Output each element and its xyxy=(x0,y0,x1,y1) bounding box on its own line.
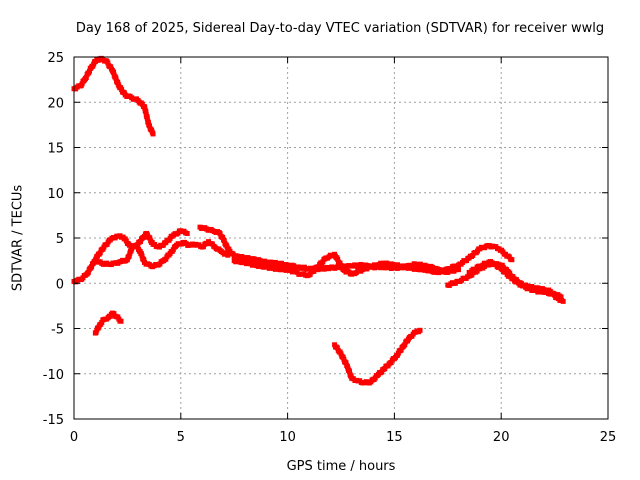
series-track-c xyxy=(71,228,190,285)
y-tick-label: 15 xyxy=(47,142,64,157)
x-tick-label: 10 xyxy=(279,430,296,445)
y-axis-title: SDTVAR / TECUs xyxy=(11,185,26,292)
data-point xyxy=(146,123,152,129)
data-point xyxy=(138,238,144,244)
data-point xyxy=(86,68,92,74)
data-point xyxy=(144,115,150,121)
data-point xyxy=(99,320,105,326)
series-track-b xyxy=(92,310,124,336)
y-tick-label: 10 xyxy=(47,187,64,202)
data-point xyxy=(402,342,408,348)
y-tick-label: -10 xyxy=(43,368,64,383)
data-point xyxy=(135,244,141,250)
y-tick-label: 5 xyxy=(56,232,64,247)
y-tick-label: 20 xyxy=(47,96,64,111)
series-track-h xyxy=(423,242,515,276)
data-point xyxy=(221,238,227,244)
data-point xyxy=(85,269,91,275)
data-point xyxy=(89,264,95,270)
y-tick-label: -15 xyxy=(43,413,64,428)
data-series xyxy=(71,55,566,386)
series-track-j xyxy=(466,259,564,300)
grid xyxy=(74,57,608,419)
data-point xyxy=(105,60,111,66)
data-point xyxy=(509,257,515,263)
x-tick-label: 15 xyxy=(386,430,403,445)
data-point xyxy=(558,294,564,300)
data-point xyxy=(139,253,145,259)
data-point xyxy=(113,75,119,81)
data-point xyxy=(225,252,231,258)
data-point xyxy=(334,345,340,351)
data-point xyxy=(347,369,353,375)
data-point xyxy=(217,231,223,237)
axis-ticks: 0 5 10 15 20 25 -15 -10 -5 0 5 10 15 20 25 xyxy=(43,51,617,445)
data-point xyxy=(170,247,176,253)
data-point xyxy=(111,311,117,317)
y-tick-label: -5 xyxy=(51,323,64,338)
y-tick-label: 0 xyxy=(56,277,64,292)
data-point xyxy=(150,131,156,137)
data-point xyxy=(335,256,341,262)
x-tick-label: 5 xyxy=(177,430,185,445)
data-point xyxy=(507,270,513,276)
x-tick-label: 20 xyxy=(493,430,510,445)
data-point xyxy=(560,298,566,304)
data-point xyxy=(184,230,190,236)
x-axis-title: GPS time / hours xyxy=(287,459,396,474)
data-point xyxy=(143,109,149,115)
data-point xyxy=(83,74,89,80)
y-tick-label: 25 xyxy=(47,51,64,66)
data-point xyxy=(118,318,124,324)
series-track-g xyxy=(332,327,423,386)
data-point xyxy=(343,360,349,366)
data-point xyxy=(455,267,461,273)
data-point xyxy=(417,327,423,333)
data-point xyxy=(398,347,404,353)
x-tick-label: 25 xyxy=(600,430,617,445)
data-point xyxy=(126,253,132,259)
data-point xyxy=(97,250,103,256)
chart-title: Day 168 of 2025, Sidereal Day-to-day VTE… xyxy=(76,21,604,36)
data-point xyxy=(147,235,153,241)
x-tick-label: 0 xyxy=(70,430,78,445)
data-point xyxy=(111,70,117,76)
data-point xyxy=(445,269,451,275)
series-track-a xyxy=(71,55,156,137)
series-track-d xyxy=(92,239,231,270)
